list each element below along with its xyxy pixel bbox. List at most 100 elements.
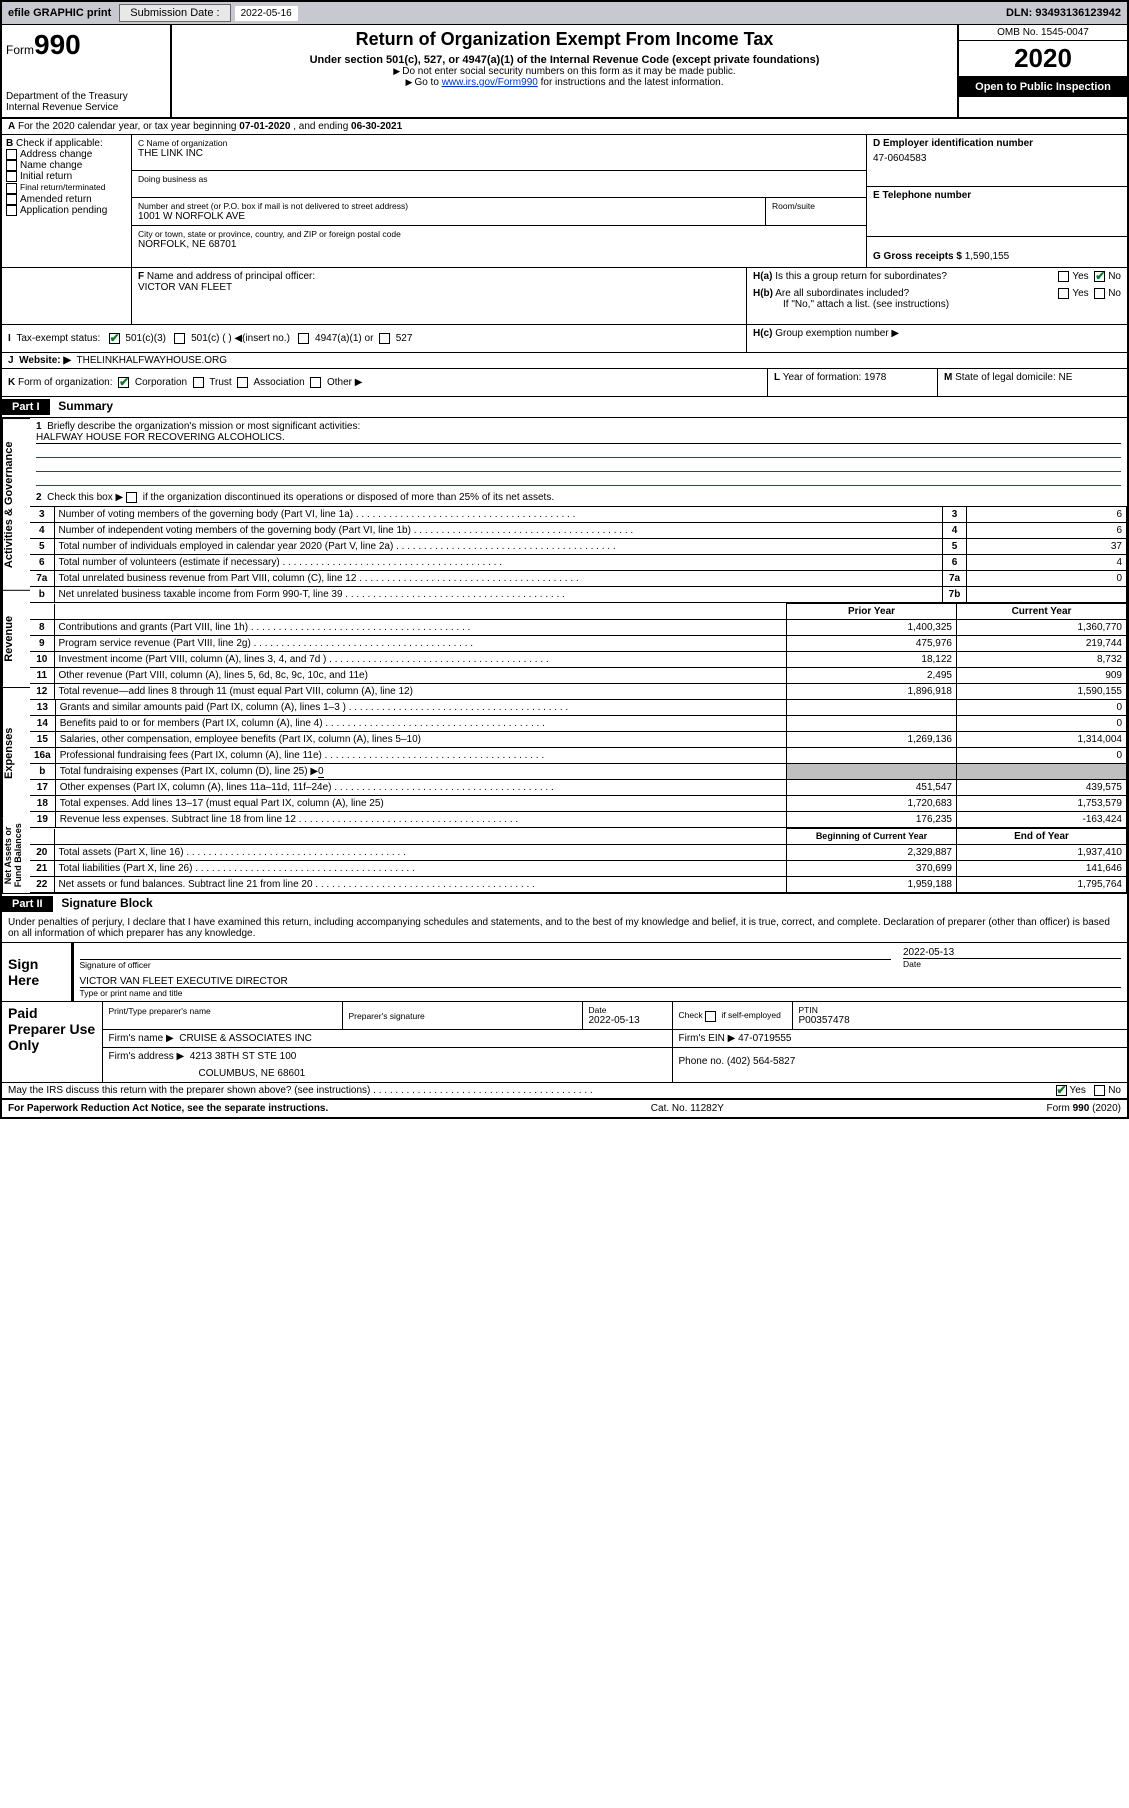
form-subtitle-2: Do not enter social security numbers on … [176,66,953,77]
i-hc-row: I Tax-exempt status: 501(c)(3) 501(c) ( … [2,325,1127,353]
paid-preparer-block: Paid Preparer Use Only Print/Type prepar… [2,1002,1127,1082]
block-i: I Tax-exempt status: 501(c)(3) 501(c) ( … [2,325,747,352]
prior-curr-hdr: Prior YearCurrent Year [30,604,1127,620]
org-name-field: C Name of organization THE LINK INC [132,135,866,171]
entity-info-block: B Check if applicable: Address change Na… [2,135,1127,268]
street-address-field: Number and street (or P.O. box if mail i… [132,198,766,225]
vtab-governance: Activities & Governance [2,418,30,590]
tax-year: 2020 [959,41,1127,77]
discuss-yes-checkbox[interactable] [1056,1085,1067,1096]
year-formation: 1978 [864,372,886,383]
officer-sig-date: 2022-05-13 [903,947,1121,959]
website-url: THELINKHALFWAYHOUSE.ORG [76,355,227,366]
block-m: M State of legal domicile: NE [937,369,1127,396]
street-address: 1001 W NORFOLK AVE [138,211,759,222]
line-7a: 7aTotal unrelated business revenue from … [30,571,1127,587]
line-1: 1 Briefly describe the organization's mi… [30,418,1127,489]
discuss-no-checkbox[interactable] [1094,1085,1105,1096]
line-9: 9Program service revenue (Part VIII, lin… [30,636,1127,652]
h-c: H(c) Group exemption number ▶ [747,325,1127,352]
header-center: Return of Organization Exempt From Incom… [172,25,957,117]
hb-no-checkbox[interactable] [1094,288,1105,299]
chk-name-change[interactable]: Name change [6,160,127,171]
form-number: Form990 [6,29,166,61]
firm-address-1: 4213 38TH ST STE 100 [190,1051,297,1062]
4947-checkbox[interactable] [298,333,309,344]
block-j: J Website: ▶ THELINKHALFWAYHOUSE.ORG [2,353,1127,369]
ha-no-checkbox[interactable] [1094,271,1105,282]
line-22: 22Net assets or fund balances. Subtract … [30,877,1127,893]
line-2: 2 Check this box ▶ if the organization d… [30,489,1127,506]
block-l: L Year of formation: 1978 [767,369,937,396]
dept-treasury: Department of the Treasury [6,91,166,102]
line-21: 21Total liabilities (Part X, line 26)370… [30,861,1127,877]
assoc-checkbox[interactable] [237,377,248,388]
part2-header: Part II Signature Block [2,893,1127,914]
chk-final-return[interactable]: Final return/terminated [6,182,127,193]
omb-no: OMB No. 1545-0047 [959,25,1127,41]
chk-amended-return[interactable]: Amended return [6,194,127,205]
chk-initial-return[interactable]: Initial return [6,171,127,182]
vtab-netassets: Net Assets or Fund Balances [2,818,30,893]
line-15: 15Salaries, other compensation, employee… [30,732,1127,748]
h-b: H(b) Are all subordinates included? Yes … [747,285,1127,313]
chk-application-pending[interactable]: Application pending [6,205,127,216]
block-c: C Name of organization THE LINK INC Doin… [132,135,867,267]
ha-yes-checkbox[interactable] [1058,271,1069,282]
submission-date-btn[interactable]: Submission Date : [119,4,230,22]
other-checkbox[interactable] [310,377,321,388]
vtab-expenses: Expenses [2,687,30,818]
line-6: 6Total number of volunteers (estimate if… [30,555,1127,571]
expenses-table: 13Grants and similar amounts paid (Part … [30,700,1127,828]
sign-here-label: Sign Here [2,943,72,1002]
sub-date-lbl: Submission Date : [130,7,219,19]
self-employed-checkbox[interactable] [705,1011,716,1022]
block-k: K Form of organization: Corporation Trus… [2,369,767,396]
firm-phone: (402) 564-5827 [727,1056,795,1067]
discontinued-checkbox[interactable] [126,492,137,503]
vertical-tabs: Activities & Governance Revenue Expenses… [2,418,30,893]
submission-date: 2022-05-16 [235,6,298,21]
topbar: efile GRAPHIC print Submission Date : 20… [2,2,1127,25]
line-18: 18Total expenses. Add lines 13–17 (must … [30,796,1127,812]
501c3-checkbox[interactable] [109,333,120,344]
revenue-table: Prior YearCurrent Year 8Contributions an… [30,603,1127,700]
block-g: G Gross receipts $ 1,590,155 [867,237,1127,267]
line-19: 19Revenue less expenses. Subtract line 1… [30,812,1127,828]
dln: DLN: 93493136123942 [1000,5,1127,21]
org-name: THE LINK INC [138,148,860,159]
paid-preparer-label: Paid Preparer Use Only [2,1002,102,1082]
line-7b: bNet unrelated business taxable income f… [30,587,1127,603]
block-h: H(a) Is this a group return for subordin… [747,268,1127,324]
corp-checkbox[interactable] [118,377,129,388]
line-17: 17Other expenses (Part IX, column (A), l… [30,780,1127,796]
trust-checkbox[interactable] [193,377,204,388]
line-4: 4Number of independent voting members of… [30,523,1127,539]
form-subtitle-3: Go to www.irs.gov/Form990 for instructio… [176,77,953,88]
footer: For Paperwork Reduction Act Notice, see … [2,1099,1127,1117]
line-20: 20Total assets (Part X, line 16)2,329,88… [30,845,1127,861]
block-f: F Name and address of principal officer:… [132,268,747,324]
irs-form990-link[interactable]: www.irs.gov/Form990 [442,77,538,88]
ein: 47-0604583 [873,153,1121,164]
527-checkbox[interactable] [379,333,390,344]
fh-block: F Name and address of principal officer:… [2,268,1127,325]
open-public-inspection: Open to Public Inspection [959,77,1127,97]
address-row: Number and street (or P.O. box if mail i… [132,198,866,226]
netassets-table: Beginning of Current YearEnd of Year 20T… [30,828,1127,893]
part1-header: Part I Summary [2,397,1127,418]
hb-yes-checkbox[interactable] [1058,288,1069,299]
summary-table: Activities & Governance Revenue Expenses… [2,418,1127,893]
501c-checkbox[interactable] [174,333,185,344]
firm-address-2: COLUMBUS, NE 68601 [109,1062,666,1079]
preparer-date: 2022-05-13 [589,1015,666,1026]
officer-name-title: VICTOR VAN FLEET EXECUTIVE DIRECTOR [80,976,1122,988]
block-deg: D Employer identification number 47-0604… [867,135,1127,267]
line-5: 5Total number of individuals employed in… [30,539,1127,555]
principal-officer: VICTOR VAN FLEET [138,282,740,293]
line-8: 8Contributions and grants (Part VIII, li… [30,620,1127,636]
header-left: Form990 Department of the Treasury Inter… [2,25,172,117]
line-11: 11Other revenue (Part VIII, column (A), … [30,668,1127,684]
chk-address-change[interactable]: Address change [6,149,127,160]
header-right: OMB No. 1545-0047 2020 Open to Public In… [957,25,1127,117]
